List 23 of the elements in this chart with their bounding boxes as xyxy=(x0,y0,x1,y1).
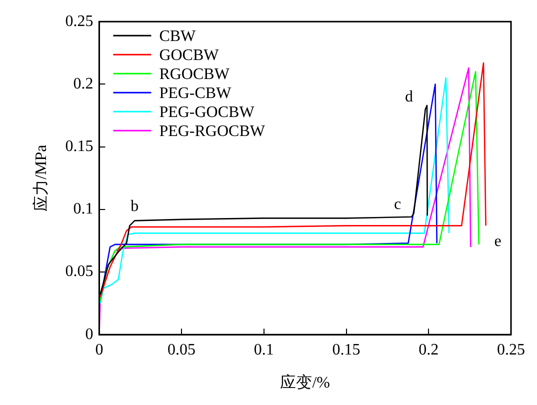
legend-label: PEG-CBW xyxy=(159,84,232,102)
y-tick-label: 0.15 xyxy=(65,138,94,156)
annotation: d xyxy=(404,88,413,106)
y-tick-label: 0.25 xyxy=(65,12,94,30)
legend-label: RGOCBW xyxy=(159,66,230,83)
x-tick-label: 0.2 xyxy=(418,341,439,358)
x-axis-title: 应变/% xyxy=(280,374,330,392)
x-tick-label: 0.15 xyxy=(332,341,360,358)
y-tick-label: 0.05 xyxy=(65,263,94,280)
annotation: e xyxy=(494,232,502,250)
legend-label: PEG-RGOCBW xyxy=(159,122,266,140)
x-tick-label: 0.05 xyxy=(168,341,196,358)
legend-label: CBW xyxy=(159,28,197,45)
y-tick-label: 0.2 xyxy=(73,75,94,92)
y-axis-title: 应力/MPa xyxy=(32,144,50,212)
legend-label: GOCBW xyxy=(159,46,220,64)
x-tick-label: 0.25 xyxy=(497,341,525,358)
annotation: b xyxy=(130,198,139,215)
x-tick-label: 0.1 xyxy=(254,341,274,358)
y-tick-label: 0 xyxy=(85,326,94,343)
annotation: c xyxy=(394,196,402,214)
legend-label: PEG-GOCBW xyxy=(159,104,256,121)
y-tick-label: 0.1 xyxy=(73,200,94,218)
